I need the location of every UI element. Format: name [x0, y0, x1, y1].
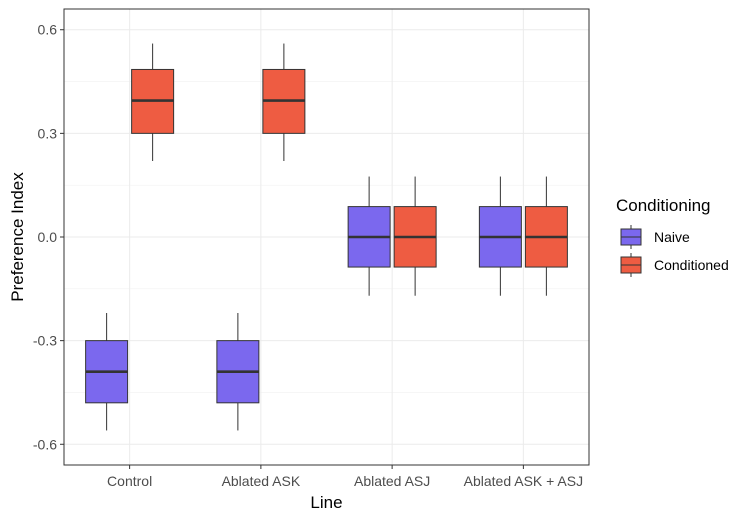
legend: Conditioning Naive Conditioned — [616, 196, 729, 277]
box-conditioned-0 — [131, 43, 175, 161]
y-tick-label: 0.0 — [38, 229, 58, 245]
boxes — [85, 43, 568, 431]
x-tick-label: Ablated ASK + ASJ — [464, 473, 583, 489]
box-naive-2 — [347, 176, 391, 296]
box-naive-0 — [85, 313, 129, 431]
box-naive-1 — [216, 313, 260, 431]
box-conditioned-2 — [393, 176, 437, 296]
grid — [64, 9, 589, 465]
y-tick-label: -0.6 — [33, 436, 57, 452]
legend-title: Conditioning — [616, 196, 711, 215]
legend-label: Conditioned — [654, 257, 729, 273]
legend-item-conditioned: Conditioned — [620, 253, 729, 277]
y-axis-title: Preference Index — [8, 172, 27, 302]
box-conditioned-3 — [524, 176, 568, 296]
x-axis-title: Line — [310, 493, 342, 512]
legend-items: Naive Conditioned — [620, 225, 729, 277]
y-tick-label: 0.3 — [38, 125, 58, 141]
y-tick-label: -0.3 — [33, 333, 57, 349]
box-conditioned-1 — [262, 43, 306, 161]
box-naive-3 — [478, 176, 522, 296]
x-tick-label: Control — [107, 473, 152, 489]
y-tick-label: 0.6 — [38, 22, 58, 38]
legend-label: Naive — [654, 229, 690, 245]
x-tick-label: Ablated ASK — [222, 473, 301, 489]
legend-item-naive: Naive — [620, 225, 690, 249]
axis-ticks: -0.6 -0.3 0.0 0.3 0.6 Control Ablated ASK Ablat… — [33, 22, 583, 489]
x-tick-label: Ablated ASJ — [354, 473, 430, 489]
